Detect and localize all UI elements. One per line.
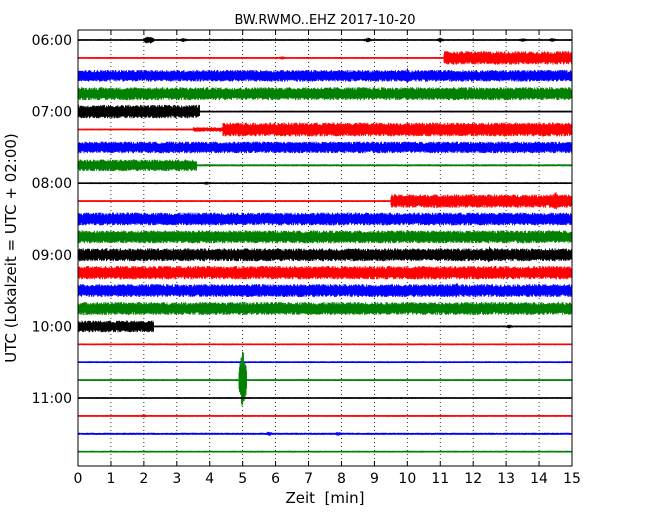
x-tick-label: 3 — [172, 471, 181, 487]
x-tick-label: 2 — [139, 471, 148, 487]
trace-row-0630 — [77, 68, 573, 83]
trace-row-0745 — [77, 159, 573, 172]
trace-row-0900 — [77, 246, 573, 263]
trace-row-1030 — [77, 361, 573, 364]
trace-row-0845 — [77, 230, 573, 244]
trace-row-0930 — [77, 283, 573, 298]
trace-row-0815 — [77, 192, 573, 210]
trace-row-0615 — [77, 51, 573, 65]
trace-row-0915 — [77, 266, 573, 280]
trace-row-1115 — [77, 414, 573, 418]
x-tick-label: 4 — [205, 471, 214, 487]
trace-row-0945 — [77, 302, 573, 315]
plot-frame — [77, 29, 573, 467]
y-tick-label: 11:00 — [32, 391, 72, 407]
trace-row-1145 — [77, 450, 573, 453]
trace-row-1000 — [77, 320, 573, 333]
trace-row-0730 — [77, 141, 573, 154]
trace-row-1100 — [77, 397, 573, 399]
x-axis-label: Zeit [min] — [285, 489, 364, 507]
x-tick-label: 15 — [563, 471, 581, 487]
y-tick-label: 07:00 — [32, 105, 72, 121]
x-tick-label: 5 — [238, 471, 247, 487]
trace-row-1045 — [77, 351, 573, 406]
x-tick-label: 8 — [337, 471, 346, 487]
y-tick-label: 09:00 — [32, 248, 72, 264]
chart-title: BW.RWMO..EHZ 2017-10-20 — [234, 13, 415, 28]
x-tick-label: 9 — [370, 471, 379, 487]
y-axis: 06:00 07:00 08:00 09:00 10:00 11:00 — [32, 33, 83, 407]
trace-row-0600 — [77, 36, 573, 44]
x-tick-label: 12 — [464, 471, 482, 487]
trace-row-0645 — [77, 87, 573, 101]
y-tick-label: 10:00 — [32, 319, 72, 335]
y-axis-label: UTC (Lokalzeit = UTC + 02:00) — [2, 133, 20, 363]
grid-layer — [110, 30, 540, 466]
traces-layer — [77, 36, 573, 453]
trace-row-0715 — [77, 122, 573, 137]
x-tick-label: 0 — [74, 471, 83, 487]
trace-row-1015 — [77, 343, 573, 346]
x-tick-label: 7 — [304, 471, 313, 487]
trace-row-0800 — [77, 181, 573, 185]
y-tick-label: 06:00 — [32, 33, 72, 49]
x-tick-label: 13 — [497, 471, 515, 487]
x-tick-label: 10 — [398, 471, 416, 487]
trace-row-0830 — [77, 212, 573, 226]
x-tick-label: 14 — [530, 471, 548, 487]
x-axis: 0 1 2 3 4 5 6 7 8 9 10 11 12 13 14 15 — [74, 30, 581, 487]
y-tick-label: 08:00 — [32, 176, 72, 192]
x-tick-label: 11 — [431, 471, 449, 487]
x-tick-label: 6 — [271, 471, 280, 487]
trace-row-0700 — [77, 104, 573, 119]
x-tick-label: 1 — [106, 471, 115, 487]
trace-row-1130 — [77, 431, 573, 436]
